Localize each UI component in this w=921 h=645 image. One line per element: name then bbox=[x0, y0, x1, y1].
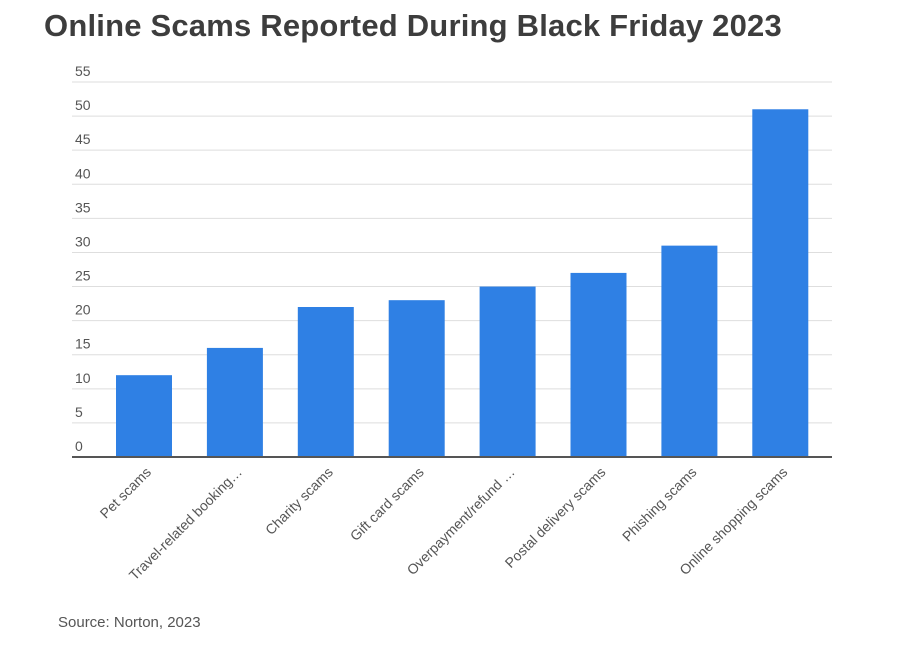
bar bbox=[388, 300, 445, 457]
chart-title: Online Scams Reported During Black Frida… bbox=[44, 8, 782, 43]
y-tick-label: 15 bbox=[75, 336, 91, 352]
x-tick-label: Charity scams bbox=[262, 464, 336, 538]
y-tick-label: 10 bbox=[75, 370, 91, 386]
y-tick-label: 5 bbox=[75, 404, 83, 420]
y-tick-label: 55 bbox=[75, 63, 91, 79]
x-tick-label: Phishing scams bbox=[619, 464, 700, 545]
y-tick-label: 30 bbox=[75, 233, 91, 249]
x-tick-label: Pet scams bbox=[97, 464, 155, 522]
bar bbox=[297, 307, 354, 457]
y-tick-label: 45 bbox=[75, 131, 91, 147]
y-tick-label: 20 bbox=[75, 302, 91, 318]
y-axis-ticks: 0 5 10 15 20 25 30 35 40 45 50 55 bbox=[75, 63, 91, 454]
bars bbox=[116, 109, 809, 457]
y-tick-label: 40 bbox=[75, 165, 91, 181]
bar bbox=[661, 245, 718, 457]
source-note: Source: Norton, 2023 bbox=[58, 614, 201, 631]
y-tick-label: 25 bbox=[75, 268, 91, 284]
bar bbox=[206, 347, 263, 457]
x-tick-label: Postal delivery scams bbox=[502, 464, 609, 571]
gridlines bbox=[72, 81, 832, 424]
bar bbox=[570, 272, 627, 457]
x-tick-label: Gift card scams bbox=[347, 464, 427, 544]
y-tick-label: 0 bbox=[75, 438, 83, 454]
y-tick-label: 50 bbox=[75, 97, 91, 113]
bar bbox=[479, 286, 536, 457]
bar bbox=[116, 375, 172, 457]
bar bbox=[752, 109, 809, 457]
y-tick-label: 35 bbox=[75, 199, 91, 215]
